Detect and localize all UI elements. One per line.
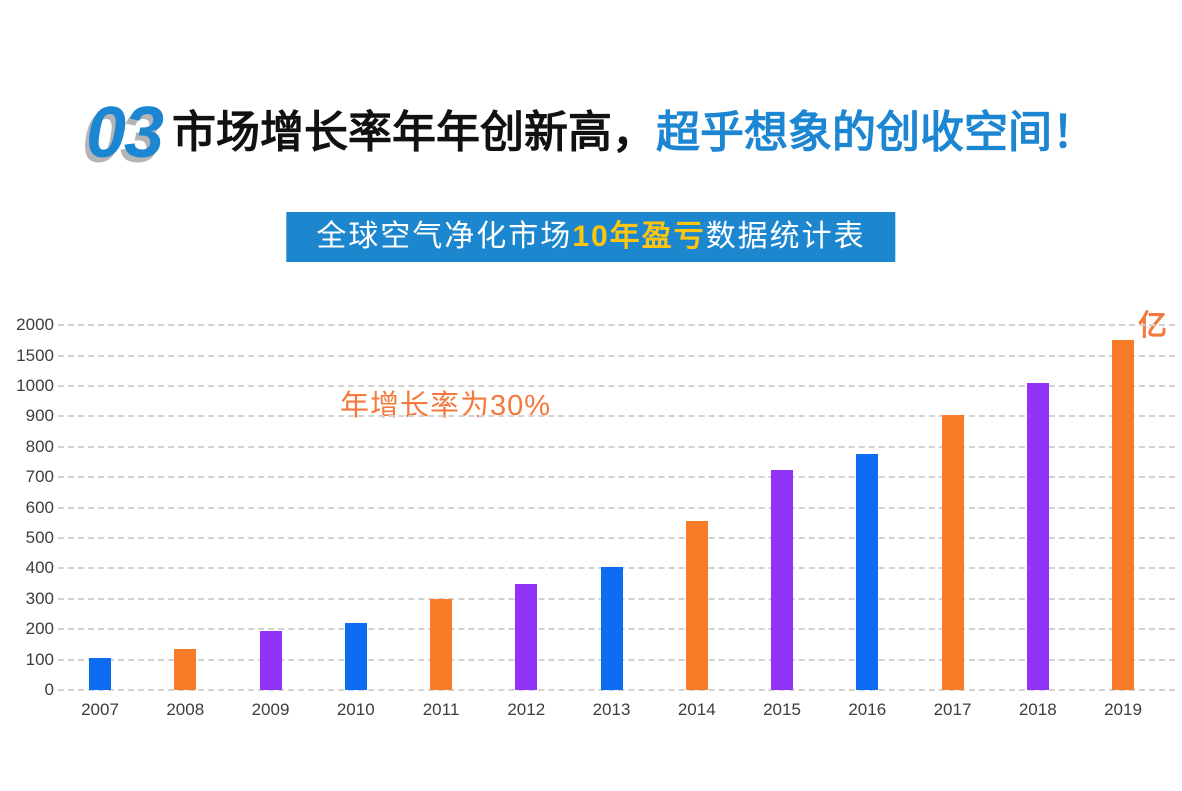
gridline	[58, 354, 1175, 357]
bar-2015	[771, 469, 793, 690]
bar-2019	[1112, 340, 1134, 690]
y-axis-label: 300	[25, 588, 54, 608]
x-axis-label: 2007	[81, 700, 119, 719]
title-blue-text: 超乎想象的创收空间！	[656, 108, 1097, 157]
bar-2018	[1026, 382, 1049, 690]
x-axis-label: 2011	[422, 700, 460, 719]
page-title: 03 市场增长率年年创新高， 超乎想象的创收空间！	[0, 88, 1182, 178]
bar-2012	[515, 583, 538, 690]
gridline	[58, 537, 1175, 539]
x-axis-label: 2018	[1018, 700, 1057, 719]
bar-2017	[941, 414, 964, 690]
banner-text-after: 数据统计表	[705, 220, 866, 253]
x-axis-label: 2019	[1104, 700, 1142, 719]
gridline	[58, 385, 1175, 387]
bar-2014	[685, 521, 708, 690]
x-axis-label: 2017	[933, 700, 972, 719]
title-black-text: 市场增长率年年创新高，	[172, 108, 657, 157]
growth-annotation: 年增长率为30%	[340, 390, 552, 422]
section-number: 03	[85, 93, 164, 173]
x-axis-label: 2009	[251, 700, 290, 719]
bar-chart: 亿 年增长率为30% 0 100 200 300 400 500 600 700 800 900 1…	[0, 300, 1182, 745]
x-axis-label: 2008	[166, 700, 205, 719]
x-axis-label: 2013	[592, 700, 631, 719]
x-axis-label: 2015	[763, 700, 801, 719]
gridline	[58, 476, 1175, 479]
y-axis-label: 900	[25, 406, 54, 426]
x-axis-label: 2012	[507, 700, 546, 719]
bar-2013	[600, 566, 623, 690]
y-axis-label: 1000	[16, 376, 54, 395]
y-axis-label: 500	[25, 528, 54, 547]
banner-text-highlight: 10年盈亏	[572, 220, 706, 253]
chart-title-banner: 全球空气净化市场10年盈亏数据统计表	[286, 212, 896, 262]
y-axis-label: 800	[25, 436, 54, 456]
y-axis-label: 100	[25, 649, 54, 669]
banner-text-before: 全球空气净化市场	[316, 220, 573, 253]
bar-2011	[430, 598, 452, 690]
bar-2010	[344, 623, 367, 690]
y-axis-label: 200	[25, 619, 54, 639]
x-axis-label: 2010	[336, 700, 375, 719]
x-axis-label: 2014	[677, 700, 716, 719]
y-axis-label: 700	[25, 467, 54, 487]
bar-2008	[174, 648, 197, 690]
gridline	[58, 445, 1175, 448]
y-axis-label: 600	[25, 497, 54, 517]
y-axis-label: 400	[25, 558, 54, 578]
y-axis-label: 2000	[16, 315, 54, 335]
gridline	[58, 324, 1175, 327]
gridline	[58, 506, 1175, 509]
y-axis-label: 0	[44, 680, 54, 699]
bar-2016	[856, 454, 879, 690]
unit-label: 亿	[1138, 310, 1168, 342]
bar-2007	[89, 658, 111, 690]
gridline	[58, 689, 1175, 691]
x-axis-label: 2016	[848, 700, 887, 719]
gridline	[58, 415, 1175, 418]
bar-2009	[259, 630, 282, 690]
y-axis-label: 1500	[16, 345, 54, 365]
